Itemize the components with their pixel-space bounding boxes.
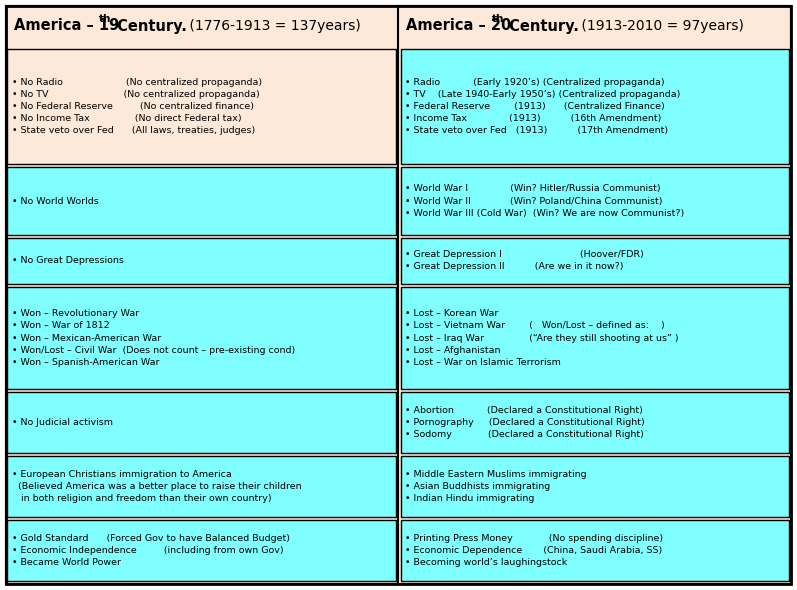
- Text: • Lost – Korean War
• Lost – Vietnam War        (   Won/Lost – defined as:    )
: • Lost – Korean War • Lost – Vietnam War…: [406, 309, 679, 367]
- Text: Century.: Century.: [112, 18, 186, 34]
- Polygon shape: [7, 238, 396, 284]
- Polygon shape: [401, 238, 790, 284]
- Polygon shape: [401, 520, 790, 581]
- Polygon shape: [401, 456, 790, 517]
- Text: • No Great Depressions: • No Great Depressions: [12, 256, 124, 266]
- Text: (1913-2010 = 97years): (1913-2010 = 97years): [578, 19, 744, 33]
- Text: th: th: [99, 14, 112, 24]
- Polygon shape: [7, 456, 396, 517]
- Text: th: th: [492, 14, 504, 24]
- Text: America – 19: America – 19: [14, 18, 120, 34]
- Polygon shape: [401, 287, 790, 389]
- Text: (1776-1913 = 137years): (1776-1913 = 137years): [185, 19, 361, 33]
- Text: • Gold Standard      (Forced Gov to have Balanced Budget)
• Economic Independenc: • Gold Standard (Forced Gov to have Bala…: [12, 534, 290, 567]
- Text: • Won – Revolutionary War
• Won – War of 1812
• Won – Mexican-American War
• Won: • Won – Revolutionary War • Won – War of…: [12, 309, 295, 367]
- Polygon shape: [7, 168, 396, 235]
- Polygon shape: [6, 6, 791, 584]
- Text: • Printing Press Money            (No spending discipline)
• Economic Dependence: • Printing Press Money (No spending disc…: [406, 534, 664, 567]
- Text: • No Judicial activism: • No Judicial activism: [12, 418, 113, 427]
- Text: • World War I              (Win? Hitler/Russia Communist)
• World War II        : • World War I (Win? Hitler/Russia Commun…: [406, 184, 685, 218]
- Polygon shape: [401, 392, 790, 453]
- Text: • No Radio                     (No centralized propaganda)
• No TV              : • No Radio (No centralized propaganda) •…: [12, 78, 262, 136]
- Text: • European Christians immigration to America
  (Believed America was a better pl: • European Christians immigration to Ame…: [12, 470, 301, 503]
- Text: • Great Depression I                          (Hoover/FDR)
• Great Depression II: • Great Depression I (Hoover/FDR) • Grea…: [406, 250, 645, 271]
- Polygon shape: [7, 520, 396, 581]
- Text: • No World Worlds: • No World Worlds: [12, 196, 99, 205]
- Polygon shape: [7, 287, 396, 389]
- Polygon shape: [7, 392, 396, 453]
- Text: • Abortion           (Declared a Constitutional Right)
• Pornography     (Declar: • Abortion (Declared a Constitutional Ri…: [406, 406, 646, 440]
- Polygon shape: [7, 49, 396, 165]
- Text: Century.: Century.: [505, 18, 579, 34]
- Polygon shape: [401, 49, 790, 165]
- Text: America – 20: America – 20: [406, 18, 512, 34]
- Text: • Middle Eastern Muslims immigrating
• Asian Buddhists immigrating
• Indian Hind: • Middle Eastern Muslims immigrating • A…: [406, 470, 587, 503]
- Polygon shape: [401, 168, 790, 235]
- Text: • Radio           (Early 1920’s) (Centralized propaganda)
• TV    (Late 1940-Ear: • Radio (Early 1920’s) (Centralized prop…: [406, 78, 681, 136]
